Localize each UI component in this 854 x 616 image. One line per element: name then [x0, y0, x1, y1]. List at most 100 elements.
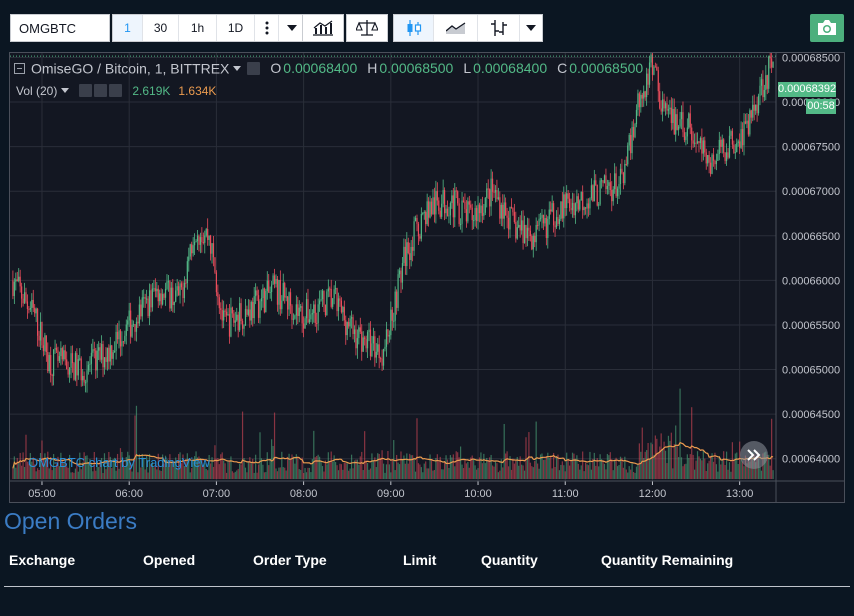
last-price-tag: 0.00068392	[778, 82, 837, 97]
compare-button[interactable]	[346, 14, 388, 42]
candle-body	[505, 202, 507, 216]
candle-body	[250, 302, 252, 321]
volume-bar	[176, 468, 178, 479]
candle-body	[457, 191, 459, 204]
volume-bar	[371, 453, 373, 479]
gear-icon[interactable]	[94, 84, 108, 98]
volume-bar	[131, 471, 133, 479]
candle-body	[92, 349, 94, 353]
candle-body	[602, 180, 604, 184]
volume-bar	[166, 459, 168, 479]
volume-bar	[114, 457, 116, 479]
volume-bar	[641, 427, 643, 479]
volume-bar	[86, 455, 88, 479]
candle-body	[304, 318, 306, 329]
more-intervals-button[interactable]	[255, 15, 279, 41]
bars-style-button[interactable]	[478, 15, 520, 41]
volume-bar	[702, 450, 704, 479]
candle-body	[648, 62, 651, 85]
volume-bar	[237, 468, 239, 479]
volume-bar	[137, 472, 139, 479]
time-axis-label: 07:00	[203, 488, 231, 500]
close-icon[interactable]	[109, 84, 123, 98]
collapse-legend-icon[interactable]	[14, 62, 25, 74]
candle-body	[262, 288, 264, 299]
volume-bar	[71, 472, 74, 479]
price-axis-label: 0.00068500	[782, 53, 840, 64]
column-quantity[interactable]: Quantity	[481, 552, 538, 568]
candle-body	[587, 203, 590, 209]
chart-canvas[interactable]: 0.000685000.000680000.000675000.00067000…	[10, 53, 844, 502]
volume-bar	[577, 463, 579, 479]
candle-body	[371, 343, 373, 357]
volume-bar	[257, 464, 260, 479]
open-orders-title: Open Orders	[4, 508, 137, 534]
candle-body	[119, 330, 122, 347]
volume-bar	[558, 470, 561, 479]
tradingview-watermark[interactable]: OMGBTC chart by TradingView	[28, 455, 210, 470]
volume-bar	[736, 452, 738, 479]
interval-1h-button[interactable]: 1h	[179, 15, 217, 41]
column-opened[interactable]: Opened	[143, 552, 196, 568]
price-chart[interactable]: 0.000685000.000680000.000675000.00067000…	[9, 52, 845, 503]
chevron-down-icon[interactable]	[61, 88, 70, 94]
interval-30m-button[interactable]: 30	[143, 15, 179, 41]
volume-bar	[692, 454, 694, 479]
snapshot-button[interactable]	[810, 14, 844, 42]
volume-bar	[121, 451, 123, 479]
volume-bar	[584, 462, 587, 479]
column-exchange[interactable]: Exchange	[9, 552, 76, 568]
indicators-button[interactable]	[302, 14, 344, 42]
candle-body	[93, 349, 95, 351]
candle-body	[100, 344, 103, 360]
candle-body	[204, 235, 206, 243]
volume-bar	[503, 423, 505, 479]
eye-icon[interactable]	[79, 84, 93, 98]
scroll-to-realtime-button[interactable]	[740, 441, 768, 469]
volume-bar	[18, 461, 20, 479]
candle-body	[316, 322, 318, 324]
chevron-down-icon[interactable]	[233, 65, 242, 71]
volume-bar	[694, 469, 696, 479]
volume-bar	[510, 469, 513, 479]
candle-body	[13, 281, 15, 296]
candle-body	[394, 291, 396, 321]
candle-body	[122, 341, 124, 343]
candle-body	[632, 127, 635, 138]
column-quantity-remaining[interactable]: Quantity Remaining	[601, 552, 734, 568]
candle-body	[486, 188, 488, 198]
volume-bar	[31, 461, 33, 479]
area-style-button[interactable]	[434, 15, 478, 41]
volume-bar	[249, 457, 251, 479]
volume-bar	[707, 463, 709, 479]
candles-style-button[interactable]	[394, 15, 434, 41]
volume-ma-value: 1.634K	[178, 83, 217, 98]
series-settings-icon[interactable]	[247, 61, 261, 75]
column-order-type[interactable]: Order Type	[253, 552, 327, 568]
volume-bar	[148, 453, 151, 479]
candle-body	[548, 209, 550, 219]
series-title[interactable]: OmiseGO / Bitcoin, 1, BITTREX	[31, 60, 230, 77]
interval-1m-button[interactable]: 1	[113, 15, 143, 41]
volume-bar	[455, 451, 457, 479]
volume-study-title[interactable]: Vol (20)	[16, 83, 58, 98]
candle-body	[96, 350, 98, 371]
candle-body	[592, 185, 594, 202]
interval-1d-button[interactable]: 1D	[217, 15, 255, 41]
candle-body	[390, 309, 392, 336]
volume-bar	[343, 462, 345, 479]
volume-bar	[61, 460, 63, 479]
candle-body	[84, 382, 87, 384]
interval-dropdown-button[interactable]	[279, 15, 305, 41]
column-limit[interactable]: Limit	[403, 552, 437, 568]
volume-bar	[240, 464, 242, 479]
candle-body	[753, 104, 755, 111]
symbol-search-input[interactable]	[10, 14, 110, 42]
candle-body	[558, 219, 561, 224]
candle-body	[518, 224, 520, 228]
candle-body	[689, 113, 691, 128]
time-axis-label: 13:00	[726, 488, 754, 500]
chart-style-dropdown-button[interactable]	[520, 15, 542, 41]
volume-bar	[548, 458, 550, 479]
candle-body	[407, 242, 409, 254]
